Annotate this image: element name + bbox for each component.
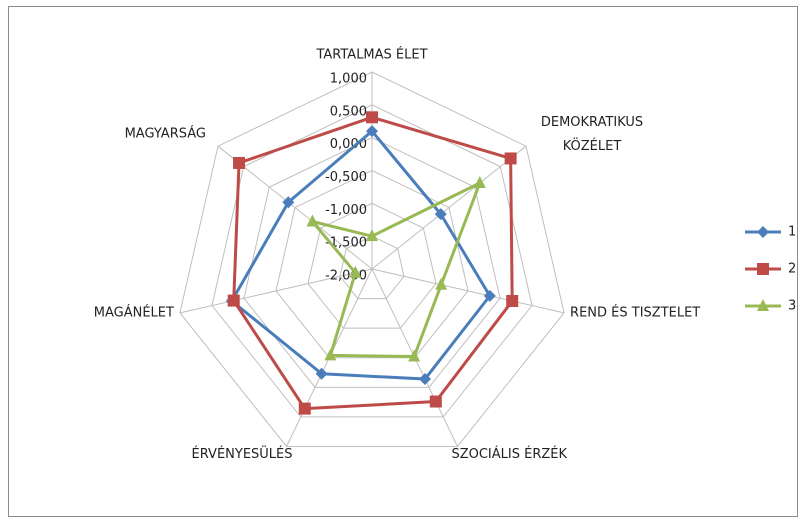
- marker: [324, 348, 337, 361]
- legend-marker: [757, 226, 769, 238]
- grid-ring: [179, 71, 565, 447]
- marker: [483, 289, 496, 302]
- marker: [435, 277, 448, 290]
- category-label: TARTALMAS ÉLET: [315, 47, 427, 63]
- marker: [306, 214, 319, 227]
- series-line: [232, 115, 514, 411]
- marker: [349, 265, 362, 278]
- category-label: REND ÉS TISZTELET: [570, 304, 700, 320]
- category-label: MAGÁNÉLET: [94, 304, 174, 320]
- spoke: [179, 268, 373, 314]
- grid-ring: [243, 137, 501, 388]
- marker: [408, 349, 421, 362]
- category-label: SZOCIÁLIS ÉRZÉK: [451, 446, 567, 462]
- legend-marker: [757, 299, 769, 311]
- marker: [473, 176, 486, 189]
- marker: [504, 152, 517, 165]
- spoke: [371, 145, 527, 270]
- marker: [315, 367, 328, 380]
- category-label: ÉRVÉNYESÜLÉS: [192, 445, 293, 462]
- grid-ring: [307, 202, 437, 329]
- y-tick-label: 0,500: [330, 104, 367, 119]
- grid-ring: [275, 169, 469, 359]
- y-tick-label: -2,000: [325, 269, 367, 284]
- marker: [366, 229, 378, 242]
- marker: [434, 208, 447, 221]
- y-tick-label: 0,000: [330, 137, 367, 152]
- legend-marker: [757, 263, 769, 275]
- marker: [418, 373, 431, 386]
- marker: [227, 294, 240, 307]
- series-line: [230, 129, 492, 381]
- chart-border: [8, 6, 798, 517]
- marker: [282, 196, 295, 209]
- y-tick-label: -0,500: [325, 170, 367, 185]
- marker: [233, 156, 246, 169]
- marker: [506, 295, 519, 308]
- y-tick-label: 1,000: [330, 72, 367, 87]
- marker: [429, 395, 442, 408]
- spoke: [371, 268, 565, 314]
- grid-ring: [339, 235, 405, 300]
- marker: [366, 111, 378, 124]
- series-line: [310, 181, 482, 359]
- category-label: MAGYARSÁG: [125, 126, 206, 142]
- marker: [298, 402, 311, 415]
- legend-label: 1: [788, 225, 796, 240]
- legend-label: 2: [788, 262, 796, 277]
- legend-label: 3: [788, 299, 796, 314]
- y-tick-label: -1,000: [325, 203, 367, 218]
- marker: [366, 125, 378, 138]
- category-label: DEMOKRATIKUS KÖZÉLET: [541, 115, 643, 154]
